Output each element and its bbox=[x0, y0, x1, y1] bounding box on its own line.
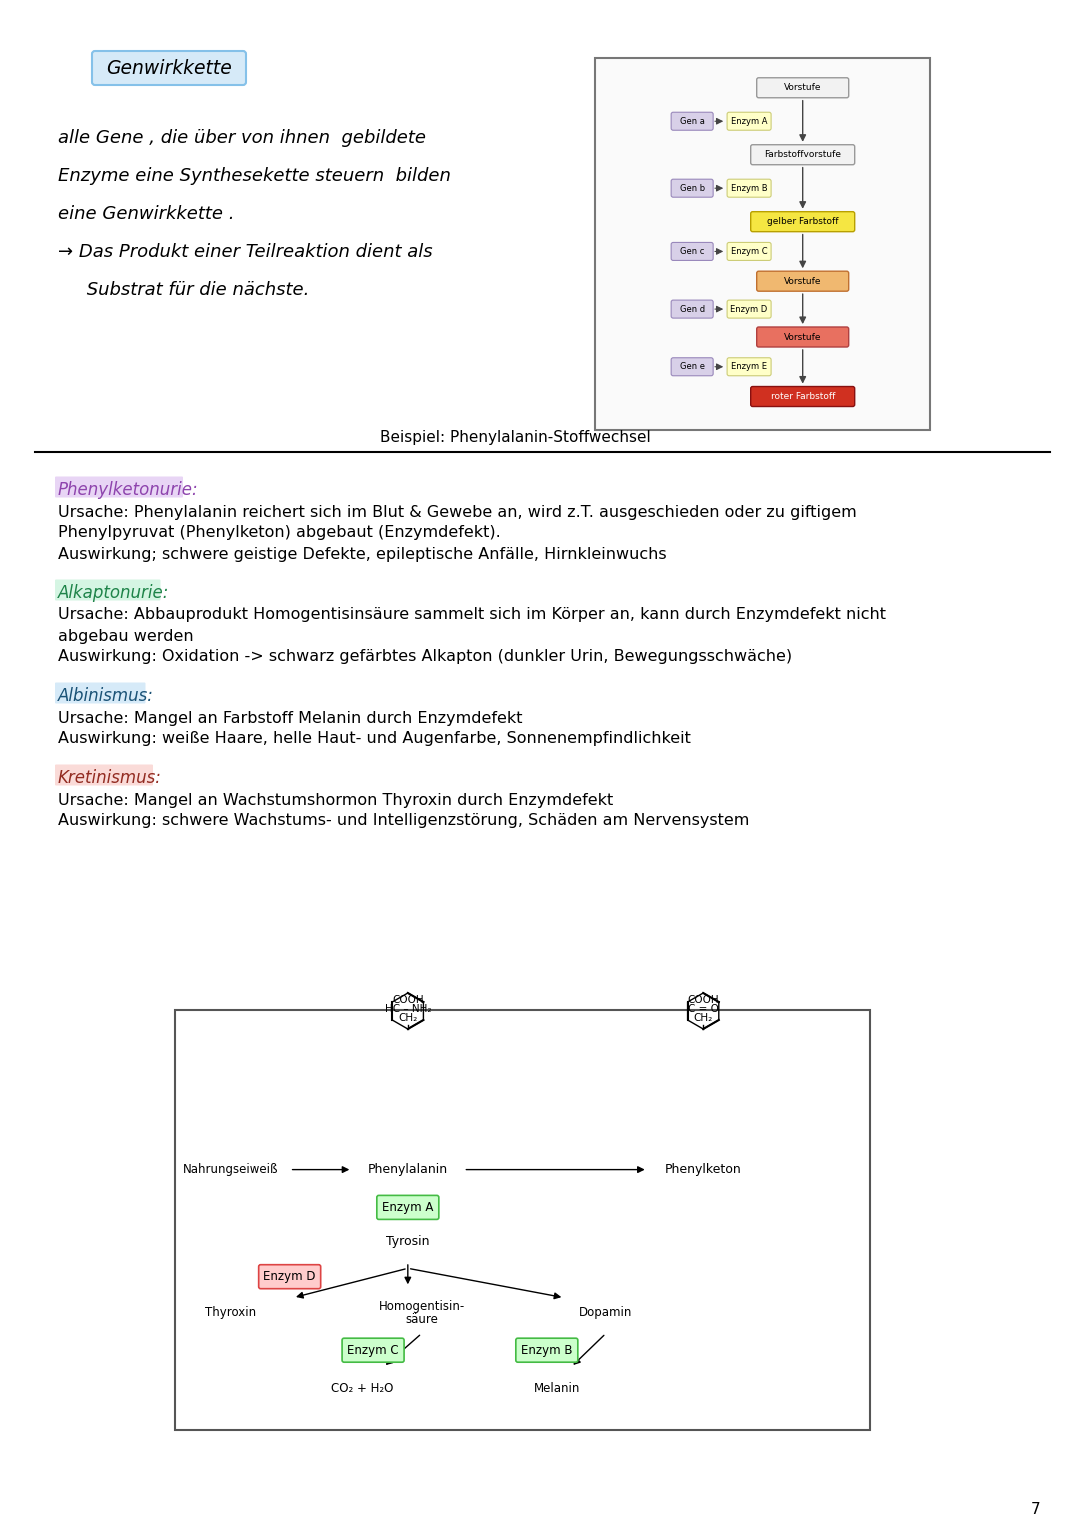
Text: Genwirkkette: Genwirkkette bbox=[106, 58, 232, 78]
FancyBboxPatch shape bbox=[751, 145, 854, 165]
FancyBboxPatch shape bbox=[342, 1338, 404, 1362]
FancyBboxPatch shape bbox=[55, 683, 146, 704]
Text: CO₂ + H₂O: CO₂ + H₂O bbox=[332, 1382, 394, 1394]
Text: Ursache: Phenylalanin reichert sich im Blut & Gewebe an, wird z.T. ausgeschieden: Ursache: Phenylalanin reichert sich im B… bbox=[58, 504, 856, 519]
Text: Enzym B: Enzym B bbox=[521, 1344, 572, 1356]
Text: Tyrosin: Tyrosin bbox=[386, 1234, 430, 1248]
Text: Ursache: Mangel an Farbstoff Melanin durch Enzymdefekt: Ursache: Mangel an Farbstoff Melanin dur… bbox=[58, 710, 523, 725]
Text: C = O: C = O bbox=[688, 1003, 718, 1014]
Bar bbox=[175, 1009, 870, 1429]
Text: alle Gene , die über von ihnen  gebildete: alle Gene , die über von ihnen gebildete bbox=[58, 128, 426, 147]
Text: Auswirkung: Oxidation -> schwarz gefärbtes Alkapton (dunkler Urin, Bewegungsschw: Auswirkung: Oxidation -> schwarz gefärbt… bbox=[58, 649, 792, 664]
Text: Enzyme eine Synthesekette steuern  bilden: Enzyme eine Synthesekette steuern bilden bbox=[58, 166, 450, 185]
Text: Gen d: Gen d bbox=[679, 304, 705, 313]
Text: → Das Produkt einer Teilreaktion dient als: → Das Produkt einer Teilreaktion dient a… bbox=[58, 243, 433, 261]
Text: Auswirkung: weiße Haare, helle Haut- und Augenfarbe, Sonnenempfindlichkeit: Auswirkung: weiße Haare, helle Haut- und… bbox=[58, 731, 691, 747]
Text: Enzym E: Enzym E bbox=[731, 362, 767, 371]
Text: Enzym A: Enzym A bbox=[731, 116, 768, 125]
FancyBboxPatch shape bbox=[727, 357, 771, 376]
Text: Dopamin: Dopamin bbox=[579, 1306, 633, 1319]
Text: Enzym A: Enzym A bbox=[382, 1200, 433, 1214]
FancyBboxPatch shape bbox=[757, 272, 849, 292]
FancyBboxPatch shape bbox=[671, 357, 713, 376]
Text: Beispiel: Phenylalanin-Stoffwechsel: Beispiel: Phenylalanin-Stoffwechsel bbox=[380, 431, 651, 444]
Text: Phenylketonurie:: Phenylketonurie: bbox=[58, 481, 199, 499]
Text: roter Farbstoff: roter Farbstoff bbox=[770, 392, 835, 402]
FancyBboxPatch shape bbox=[757, 327, 849, 347]
Text: Homogentisin-: Homogentisin- bbox=[379, 1299, 464, 1313]
Text: Albinismus:: Albinismus: bbox=[58, 687, 153, 705]
Bar bbox=[595, 58, 930, 431]
Text: Enzym C: Enzym C bbox=[348, 1344, 399, 1356]
Text: Nahrungseiweiß: Nahrungseiweiß bbox=[183, 1164, 279, 1176]
FancyBboxPatch shape bbox=[757, 78, 849, 98]
FancyBboxPatch shape bbox=[55, 476, 183, 498]
Text: Vorstufe: Vorstufe bbox=[784, 84, 822, 92]
Text: Farbstoffvorstufe: Farbstoffvorstufe bbox=[765, 150, 841, 159]
Text: Gen b: Gen b bbox=[679, 183, 705, 192]
FancyBboxPatch shape bbox=[671, 243, 713, 261]
Text: HC – NH₂: HC – NH₂ bbox=[384, 1003, 431, 1014]
Text: Melanin: Melanin bbox=[535, 1382, 580, 1394]
Text: Kretinismus:: Kretinismus: bbox=[58, 770, 162, 786]
Text: COOH: COOH bbox=[392, 996, 423, 1005]
FancyBboxPatch shape bbox=[727, 301, 771, 318]
Text: Enzym B: Enzym B bbox=[731, 183, 768, 192]
Text: Substrat für die nächste.: Substrat für die nächste. bbox=[58, 281, 309, 299]
FancyBboxPatch shape bbox=[259, 1264, 321, 1289]
Text: Gen e: Gen e bbox=[679, 362, 704, 371]
FancyBboxPatch shape bbox=[751, 386, 854, 406]
Text: Alkaptonurie:: Alkaptonurie: bbox=[58, 583, 170, 602]
FancyBboxPatch shape bbox=[751, 212, 854, 232]
Text: eine Genwirkkette .: eine Genwirkkette . bbox=[58, 205, 234, 223]
FancyBboxPatch shape bbox=[55, 580, 161, 600]
Text: Phenylalanin: Phenylalanin bbox=[368, 1164, 448, 1176]
Text: 7: 7 bbox=[1030, 1503, 1040, 1518]
FancyBboxPatch shape bbox=[671, 301, 713, 318]
Text: gelber Farbstoff: gelber Farbstoff bbox=[767, 217, 838, 226]
Text: Vorstufe: Vorstufe bbox=[784, 276, 822, 286]
Text: Enzym D: Enzym D bbox=[264, 1270, 316, 1283]
FancyBboxPatch shape bbox=[727, 243, 771, 261]
Text: abgebau werden: abgebau werden bbox=[58, 629, 193, 643]
Text: Phenylpyruvat (Phenylketon) abgebaut (Enzymdefekt).: Phenylpyruvat (Phenylketon) abgebaut (En… bbox=[58, 525, 501, 541]
Text: Enzym C: Enzym C bbox=[731, 247, 768, 257]
Text: CH₂: CH₂ bbox=[399, 1012, 418, 1023]
Text: Vorstufe: Vorstufe bbox=[784, 333, 822, 342]
Text: Auswirkung; schwere geistige Defekte, epileptische Anfälle, Hirnkleinwuchs: Auswirkung; schwere geistige Defekte, ep… bbox=[58, 547, 666, 562]
FancyBboxPatch shape bbox=[377, 1196, 438, 1220]
Text: Phenylketon: Phenylketon bbox=[665, 1164, 742, 1176]
FancyBboxPatch shape bbox=[727, 113, 771, 130]
FancyBboxPatch shape bbox=[671, 113, 713, 130]
Text: Ursache: Abbauprodukt Homogentisinsäure sammelt sich im Körper an, kann durch En: Ursache: Abbauprodukt Homogentisinsäure … bbox=[58, 608, 886, 623]
FancyBboxPatch shape bbox=[92, 50, 246, 86]
FancyBboxPatch shape bbox=[516, 1338, 578, 1362]
Text: COOH: COOH bbox=[687, 996, 719, 1005]
FancyBboxPatch shape bbox=[727, 179, 771, 197]
Text: Gen c: Gen c bbox=[680, 247, 704, 257]
Text: Ursache: Mangel an Wachstumshormon Thyroxin durch Enzymdefekt: Ursache: Mangel an Wachstumshormon Thyro… bbox=[58, 793, 613, 808]
Text: säure: säure bbox=[405, 1313, 438, 1325]
Text: Gen a: Gen a bbox=[679, 116, 704, 125]
Text: Auswirkung: schwere Wachstums- und Intelligenzstörung, Schäden am Nervensystem: Auswirkung: schwere Wachstums- und Intel… bbox=[58, 814, 750, 829]
Text: Enzym D: Enzym D bbox=[730, 304, 768, 313]
Text: Thyroxin: Thyroxin bbox=[205, 1306, 256, 1319]
FancyBboxPatch shape bbox=[55, 765, 153, 785]
Text: CH₂: CH₂ bbox=[693, 1012, 713, 1023]
FancyBboxPatch shape bbox=[671, 179, 713, 197]
